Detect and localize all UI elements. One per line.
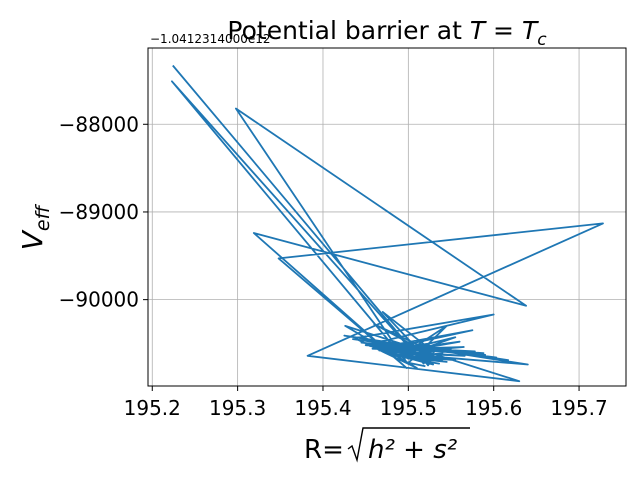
grid-lines: [148, 48, 626, 386]
x-tick-label: 195.7: [550, 396, 607, 420]
y-axis-label: Veff: [16, 203, 54, 250]
chart-title-text: Potential barrier at: [227, 16, 469, 45]
x-tick-label: 195.6: [465, 396, 522, 420]
y-tick-label: −89000: [59, 200, 139, 224]
y-axis-ticks: −88000 −89000 −90000: [59, 112, 148, 312]
x-tick-label: 195.2: [124, 396, 181, 420]
x-axis-ticks: 195.2 195.3 195.4 195.5 195.6 195.7: [124, 386, 608, 420]
x-axis-label: R= h² + s²: [304, 427, 470, 465]
y-tick-label: −90000: [59, 288, 139, 312]
chart-title-math: T = T: [470, 16, 539, 45]
y-offset-label: −1.0412314000e12: [150, 32, 271, 46]
x-tick-label: 195.3: [209, 396, 266, 420]
x-tick-label: 195.5: [380, 396, 437, 420]
y-tick-label: −88000: [59, 112, 139, 136]
plot-frame: [147, 47, 627, 387]
x-axis-label-text: R=: [304, 435, 344, 465]
chart-title: Potential barrier at T = Tc: [227, 16, 547, 50]
chart-title-math-sub: c: [537, 30, 547, 50]
x-axis-label-math: h² + s²: [368, 435, 457, 465]
series-line-potential: [171, 64, 604, 383]
sqrt-symbol: [347, 427, 470, 463]
x-tick-label: 195.4: [294, 396, 351, 420]
y-axis-label-main: V: [16, 229, 49, 250]
y-axis-label-sub: eff: [32, 203, 54, 231]
